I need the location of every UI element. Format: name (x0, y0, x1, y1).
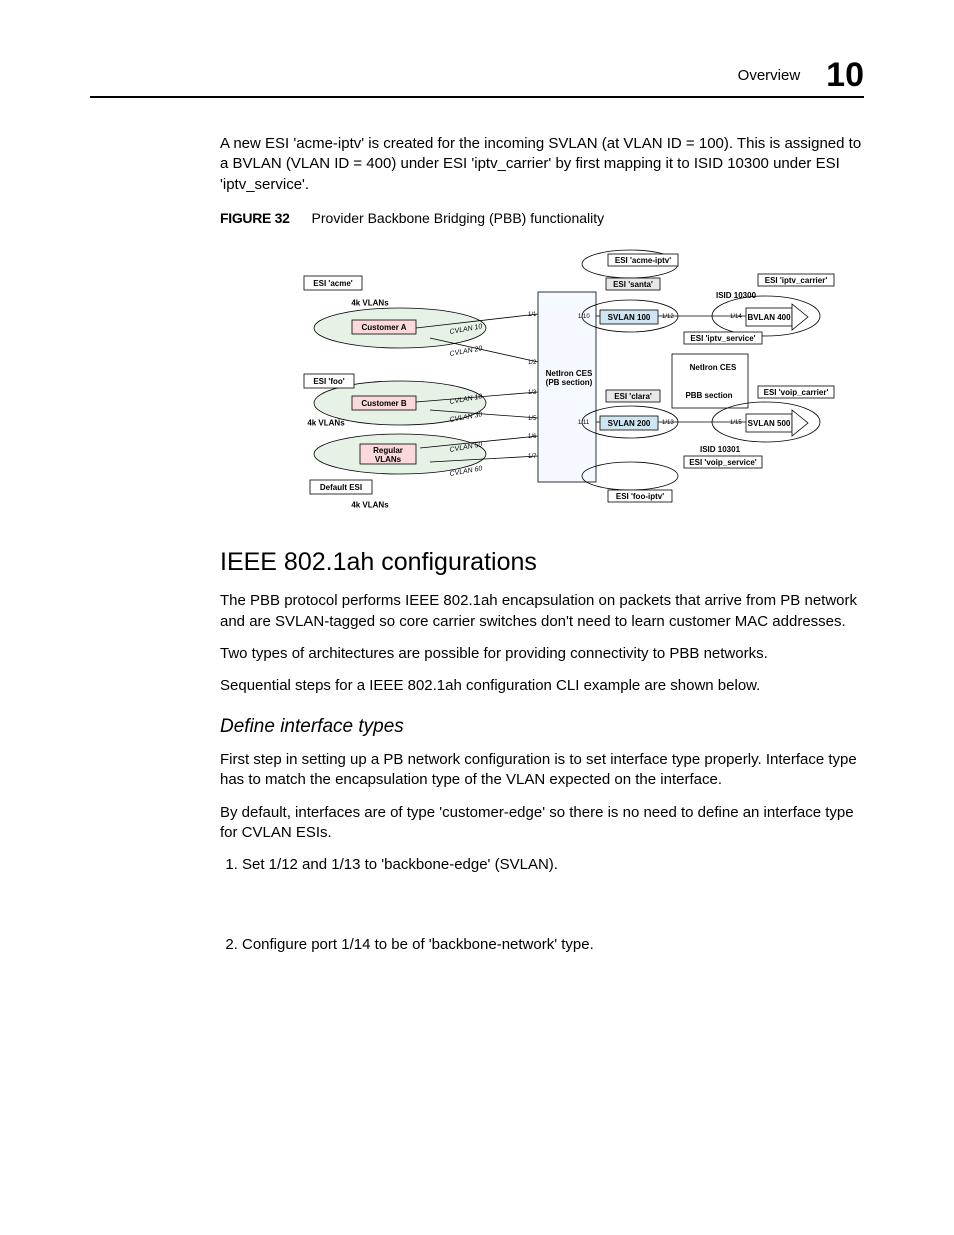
body-paragraph: By default, interfaces are of type 'cust… (220, 803, 864, 844)
pbb-diagram-svg: CVLAN 10CVLAN 20CVLAN 10CVLAN 30CVLAN 50… (250, 236, 890, 516)
svg-text:BVLAN 400: BVLAN 400 (747, 313, 791, 322)
svg-text:Regular: Regular (373, 446, 403, 455)
svg-text:SVLAN 200: SVLAN 200 (608, 419, 651, 428)
svg-text:4k VLANs: 4k VLANs (351, 500, 389, 509)
section-heading: IEEE 802.1ah configurations (220, 546, 864, 580)
figure-label: FIGURE 32 (220, 210, 290, 226)
svg-text:PBB section: PBB section (685, 391, 732, 400)
svg-text:ESI 'clara': ESI 'clara' (614, 392, 652, 401)
svg-text:NetIron CES: NetIron CES (546, 369, 593, 378)
svg-text:ESI 'foo-iptv': ESI 'foo-iptv' (616, 492, 664, 501)
svg-text:1/5: 1/5 (528, 416, 537, 422)
list-item: Configure port 1/14 to be of 'backbone-n… (242, 935, 864, 955)
svg-text:Customer A: Customer A (361, 323, 406, 332)
svg-text:1/15: 1/15 (730, 420, 742, 426)
svg-text:1/14: 1/14 (730, 314, 742, 320)
svg-text:ESI 'santa': ESI 'santa' (613, 280, 653, 289)
svg-text:1/1: 1/1 (528, 312, 537, 318)
page-header: Overview 10 (738, 56, 864, 95)
body-paragraph: Sequential steps for a IEEE 802.1ah conf… (220, 676, 864, 696)
body-paragraph: Two types of architectures are possible … (220, 644, 864, 664)
svg-text:ESI 'acme-iptv': ESI 'acme-iptv' (615, 256, 671, 265)
body-paragraph: The PBB protocol performs IEEE 802.1ah e… (220, 591, 864, 632)
page: Overview 10 A new ESI 'acme-iptv' is cre… (0, 0, 954, 1235)
svg-text:ESI 'iptv_service': ESI 'iptv_service' (690, 334, 755, 343)
svg-text:ESI 'voip_service': ESI 'voip_service' (689, 458, 756, 467)
svg-text:Customer B: Customer B (361, 399, 407, 408)
svg-text:1/2: 1/2 (528, 360, 537, 366)
svg-text:ESI 'voip_carrier': ESI 'voip_carrier' (764, 388, 829, 397)
sub-heading: Define interface types (220, 714, 864, 740)
svg-text:ESI 'iptv_carrier': ESI 'iptv_carrier' (765, 276, 828, 285)
svg-text:SVLAN 500: SVLAN 500 (748, 419, 791, 428)
steps-list: Set 1/12 and 1/13 to 'backbone-edge' (SV… (220, 855, 864, 956)
list-item: Set 1/12 and 1/13 to 'backbone-edge' (SV… (242, 855, 864, 875)
svg-text:VLANs: VLANs (375, 455, 402, 464)
svg-text:1/3: 1/3 (528, 390, 537, 396)
svg-text:ISID 10301: ISID 10301 (700, 445, 741, 454)
svg-text:ESI 'foo': ESI 'foo' (313, 377, 344, 386)
svg-text:1/11: 1/11 (578, 420, 590, 426)
svg-text:1/12: 1/12 (662, 314, 674, 320)
figure-diagram: CVLAN 10CVLAN 20CVLAN 10CVLAN 30CVLAN 50… (250, 236, 890, 516)
svg-text:4k VLANs: 4k VLANs (307, 418, 345, 427)
figure-caption: FIGURE 32 Provider Backbone Bridging (PB… (220, 209, 864, 228)
header-rule (90, 96, 864, 98)
figure-title: Provider Backbone Bridging (PBB) functio… (312, 210, 605, 226)
svg-text:Default ESI: Default ESI (320, 483, 362, 492)
svg-text:1/6: 1/6 (528, 434, 537, 440)
svg-text:SVLAN 100: SVLAN 100 (608, 313, 651, 322)
svg-text:1/10: 1/10 (578, 314, 590, 320)
body-paragraph: First step in setting up a PB network co… (220, 750, 864, 791)
header-chapter: 10 (826, 56, 864, 95)
svg-text:CVLAN 20: CVLAN 20 (449, 345, 483, 358)
svg-text:ISID 10300: ISID 10300 (716, 291, 757, 300)
svg-text:ESI 'acme': ESI 'acme' (313, 279, 352, 288)
svg-text:NetIron CES: NetIron CES (690, 363, 737, 372)
intro-paragraph: A new ESI 'acme-iptv' is created for the… (220, 134, 864, 195)
svg-text:1/13: 1/13 (662, 420, 674, 426)
header-section: Overview (738, 67, 801, 84)
body: A new ESI 'acme-iptv' is created for the… (220, 134, 864, 956)
svg-text:(PB section): (PB section) (546, 378, 593, 387)
svg-text:1/7: 1/7 (528, 454, 537, 460)
svg-text:4k VLANs: 4k VLANs (351, 298, 389, 307)
